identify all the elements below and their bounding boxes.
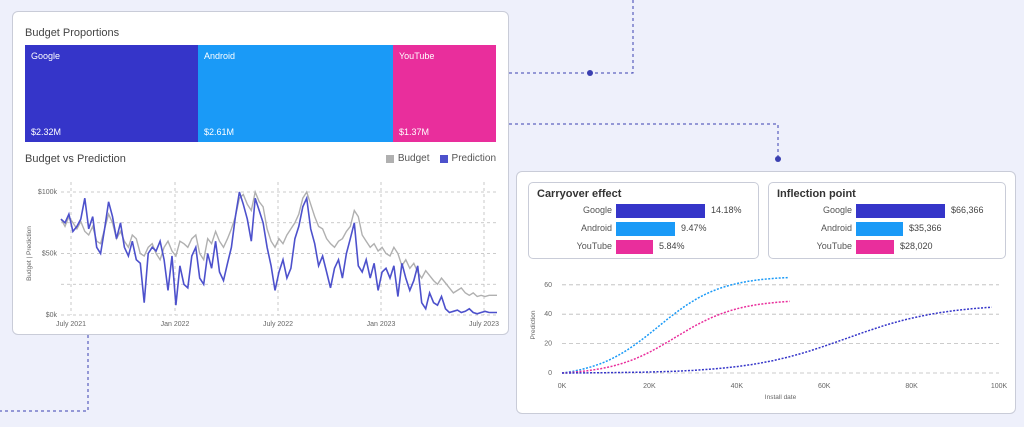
bar-row-bar [616, 240, 653, 254]
budget-card: Budget Proportions Google $2.32M Android… [12, 11, 509, 335]
inflection-card: Inflection point Google $66,366 Android $35… [768, 182, 1006, 259]
series-line-prediction [60, 191, 497, 315]
bar-row-value: 9.47% [681, 223, 707, 233]
bar-row-value: $35,366 [909, 223, 942, 233]
x-tick-label: July 2021 [56, 321, 86, 328]
budget-bar-label: Google [31, 51, 61, 61]
bar-row-bar [856, 204, 945, 218]
x-tick-label: 20K [643, 383, 656, 390]
response-curve-youtube [561, 300, 790, 374]
y-tick-label: $0k [46, 312, 58, 319]
connector-dot [775, 156, 781, 162]
bar-row: YouTube 5.84% [529, 240, 758, 254]
y-tick-label: $50k [42, 251, 58, 258]
bar-row-label: Android [580, 223, 612, 233]
bar-row-bar [616, 222, 675, 236]
carryover-title: Carryover effect [537, 188, 622, 200]
response-curve-android [561, 276, 790, 374]
legend-item-budget[interactable]: Budget [385, 153, 430, 164]
budget-vs-prediction-title: Budget vs Prediction [25, 153, 126, 165]
x-tick-label: 60K [818, 383, 831, 390]
bar-row-value: 14.18% [711, 205, 742, 215]
legend-swatch [439, 154, 448, 163]
y-tick-label: 60 [544, 282, 552, 289]
inflection-title: Inflection point [777, 188, 856, 200]
bar-row-bar [856, 222, 903, 236]
series-line-budget [60, 189, 497, 298]
budget-vs-prediction-chart: $100k $50k $0k July 2021 Jan 2022 July 2022 Ja… [26, 182, 499, 328]
x-tick-label: July 2023 [469, 321, 499, 328]
response-curve-chart: 60 40 20 0 0K 20K 40K 60K 80K 100K Install date Pre… [530, 276, 1008, 401]
budget-proportions-title: Budget Proportions [25, 27, 120, 39]
connector-dot [587, 70, 593, 76]
budget-bar-android[interactable]: Android $2.61M [198, 45, 393, 142]
bar-row: Google $66,366 [769, 204, 1005, 218]
budget-bar-youtube[interactable]: YouTube $1.37M [393, 45, 496, 142]
legend-item-prediction[interactable]: Prediction [439, 153, 496, 164]
x-tick-label: July 2022 [263, 321, 293, 328]
bar-row: Android $35,366 [769, 222, 1005, 236]
budget-bar-value: $2.61M [204, 127, 235, 137]
budget-bar-value: $1.37M [399, 127, 430, 137]
x-tick-label: Jan 2022 [161, 321, 190, 328]
bar-row-label: Android [820, 223, 852, 233]
legend-label: Budget [397, 153, 430, 164]
x-tick-label: 40K [731, 383, 744, 390]
bar-row-label: Google [582, 205, 612, 215]
bar-row-bar [856, 240, 894, 254]
bar-row-value: $66,366 [951, 205, 984, 215]
x-tick-label: Jan 2023 [367, 321, 396, 328]
bar-row: Android 9.47% [529, 222, 758, 236]
legend-label: Prediction [451, 153, 496, 164]
x-tick-label: 100K [991, 383, 1008, 390]
x-tick-label: 0K [558, 383, 567, 390]
legend-swatch [385, 154, 394, 163]
response-curve-google [562, 306, 992, 374]
y-tick-label: $100k [38, 189, 58, 196]
bar-row-value: $28,020 [900, 241, 933, 251]
bar-row-label: YouTube [816, 241, 852, 251]
y-tick-label: 0 [548, 370, 552, 377]
x-axis-label: Install date [765, 394, 797, 401]
carryover-card: Carryover effect Google 14.18% Android 9.47… [528, 182, 759, 259]
budget-bar-value: $2.32M [31, 127, 62, 137]
bar-row: YouTube $28,020 [769, 240, 1005, 254]
bar-row-label: Google [822, 205, 852, 215]
y-axis-label: Prediction [530, 310, 537, 339]
bar-row-value: 5.84% [659, 241, 685, 251]
bar-row-label: YouTube [576, 241, 612, 251]
bar-row-bar [616, 204, 705, 218]
y-tick-label: 20 [544, 341, 552, 348]
bar-row: Google 14.18% [529, 204, 758, 218]
chart-legend: Budget Prediction [385, 153, 496, 164]
y-tick-label: 40 [544, 311, 552, 318]
budget-bar-label: YouTube [399, 51, 435, 61]
budget-bar-google[interactable]: Google $2.32M [25, 45, 198, 142]
x-tick-label: 80K [905, 383, 918, 390]
model-card: Carryover effect Google 14.18% Android 9.47… [516, 171, 1016, 414]
y-axis-label: Budget | Prediction [26, 226, 33, 281]
budget-bar-label: Android [204, 51, 236, 61]
